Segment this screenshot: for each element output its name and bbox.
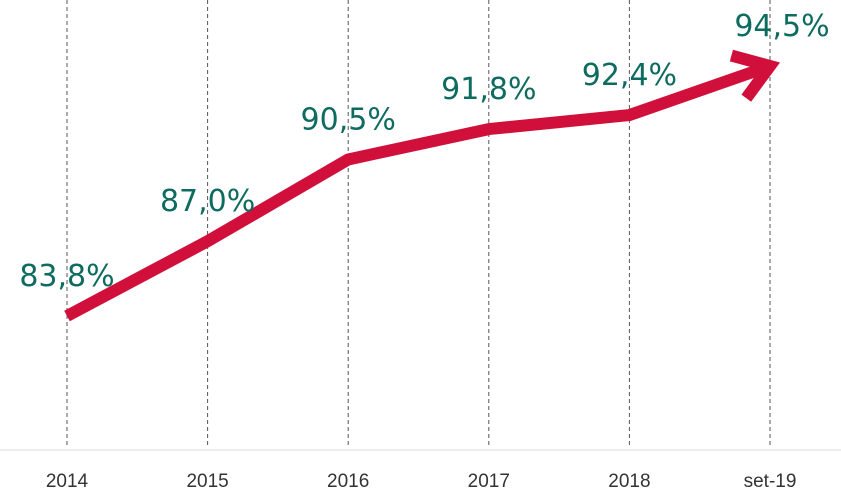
- x-tick-label: 2016: [327, 471, 369, 492]
- data-label: 92,4%: [582, 58, 677, 93]
- data-label: 94,5%: [734, 9, 829, 44]
- data-label: 90,5%: [301, 102, 396, 137]
- data-label: 87,0%: [160, 184, 255, 219]
- line: [64, 60, 772, 322]
- x-tick-label: 2018: [608, 471, 650, 492]
- data-label: 91,8%: [441, 72, 536, 107]
- x-tick-label: 2014: [46, 471, 89, 492]
- x-tick-label: 2015: [186, 471, 228, 492]
- x-tick-label: 2017: [468, 471, 510, 492]
- arrow-head: [729, 49, 781, 102]
- x-tick-label: set-19: [744, 471, 797, 492]
- data-label: 83,8%: [19, 259, 114, 294]
